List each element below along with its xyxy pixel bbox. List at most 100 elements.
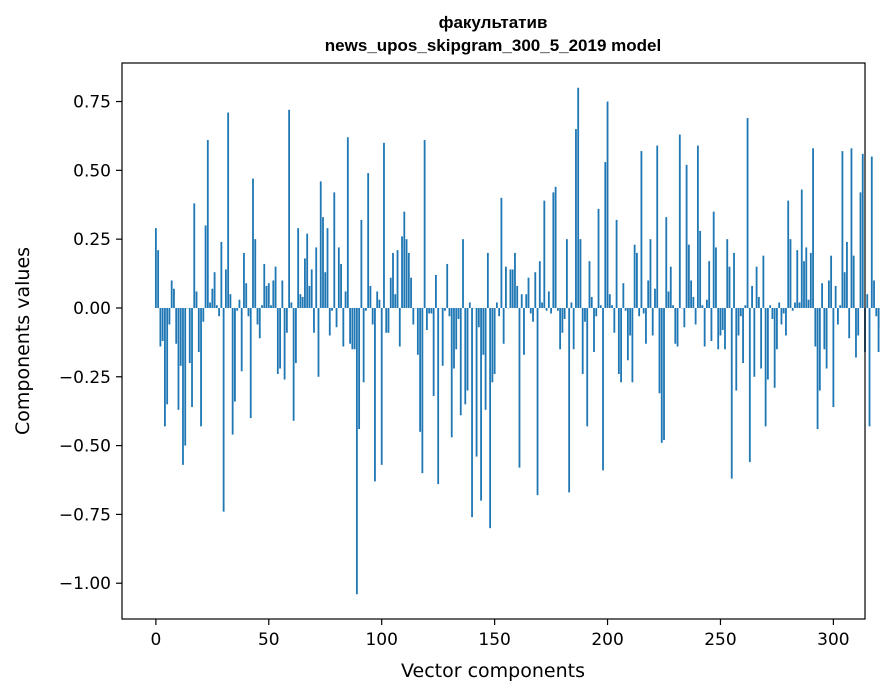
bar-168 [534,272,537,308]
bar-68 [308,285,311,308]
bar-320 [877,307,880,353]
bar-225 [663,307,665,441]
bar-277 [780,307,783,325]
bar-223 [658,307,661,394]
bar-80 [335,307,338,328]
bar-81 [337,247,340,308]
bar-45 [256,307,259,325]
bar-283 [794,302,796,308]
bar-122 [430,307,433,314]
bar-46 [258,307,261,339]
bar-198 [602,307,604,471]
bar-178 [556,307,559,311]
bar-197 [599,305,602,308]
bar-112 [407,252,410,308]
bar-235 [685,164,688,308]
bar-83 [342,307,345,347]
y-tick-label: −0.75 [59,505,111,525]
bar-207 [622,283,625,308]
bar-316 [868,307,871,427]
bar-152 [498,307,501,317]
bar-61 [292,307,295,421]
bar-258 [737,307,740,336]
bar-189 [581,307,584,375]
bar-280 [787,200,790,308]
bar-53 [274,266,277,308]
y-tick-label: −0.25 [59,368,111,388]
bar-214 [638,307,641,317]
bar-41 [247,307,250,317]
bar-35 [234,307,236,402]
x-tick-label: 200 [591,630,623,650]
bar-110 [403,211,406,308]
bar-4 [164,307,166,427]
x-tick-label: 100 [365,630,397,650]
bar-28 [218,307,221,317]
bar-37 [238,299,241,308]
bar-303 [839,305,842,308]
bar-278 [782,307,785,314]
bar-292 [814,307,817,347]
bar-11 [179,307,182,366]
bar-172 [543,200,546,308]
bar-205 [617,307,620,375]
bar-74 [322,217,324,308]
bar-219 [649,239,652,308]
bar-2 [159,307,162,347]
bar-136 [462,239,464,308]
bar-7 [170,280,173,308]
bar-312 [859,192,862,308]
bar-240 [696,145,699,308]
bar-194 [593,307,595,353]
bar-96 [371,307,374,325]
bar-151 [495,302,498,308]
bar-184 [570,302,573,308]
bar-30 [222,307,225,512]
bar-255 [730,307,733,479]
bar-71 [315,247,318,308]
bar-296 [823,307,826,350]
bar-8 [173,288,175,308]
bar-25 [211,288,214,308]
bar-142 [475,307,478,457]
bar-173 [545,307,548,311]
bar-299 [830,255,833,308]
bar-105 [392,252,394,308]
bar-164 [525,294,528,308]
bar-125 [437,307,440,485]
bar-48 [263,263,266,308]
bar-98 [376,291,379,308]
bar-279 [785,307,787,336]
bar-76 [326,228,329,308]
bar-34 [231,307,234,435]
bar-177 [554,186,557,308]
bar-190 [584,307,586,322]
bar-90 [358,307,361,430]
bar-104 [389,277,392,308]
bar-253 [726,239,729,308]
bar-264 [751,285,753,308]
bar-237 [690,280,693,308]
bar-269 [762,255,765,308]
bar-145 [482,307,485,355]
bar-108 [398,307,401,347]
bar-111 [405,239,408,308]
bar-273 [771,307,774,319]
bars-group [154,87,880,595]
bar-262 [746,118,749,308]
bar-203 [613,307,616,333]
bar-241 [699,230,702,308]
bar-286 [800,189,803,308]
bar-213 [636,252,638,308]
bar-247 [712,211,715,308]
bar-315 [866,294,869,308]
bar-52 [272,280,275,308]
chart-subtitle: news_upos_skipgram_300_5_2019 model [325,36,661,55]
bar-265 [753,307,756,377]
bar-208 [624,307,627,311]
bar-121 [428,307,431,314]
bar-268 [760,307,763,369]
bar-16 [191,307,193,408]
bar-27 [215,305,218,308]
bar-116 [416,307,419,355]
